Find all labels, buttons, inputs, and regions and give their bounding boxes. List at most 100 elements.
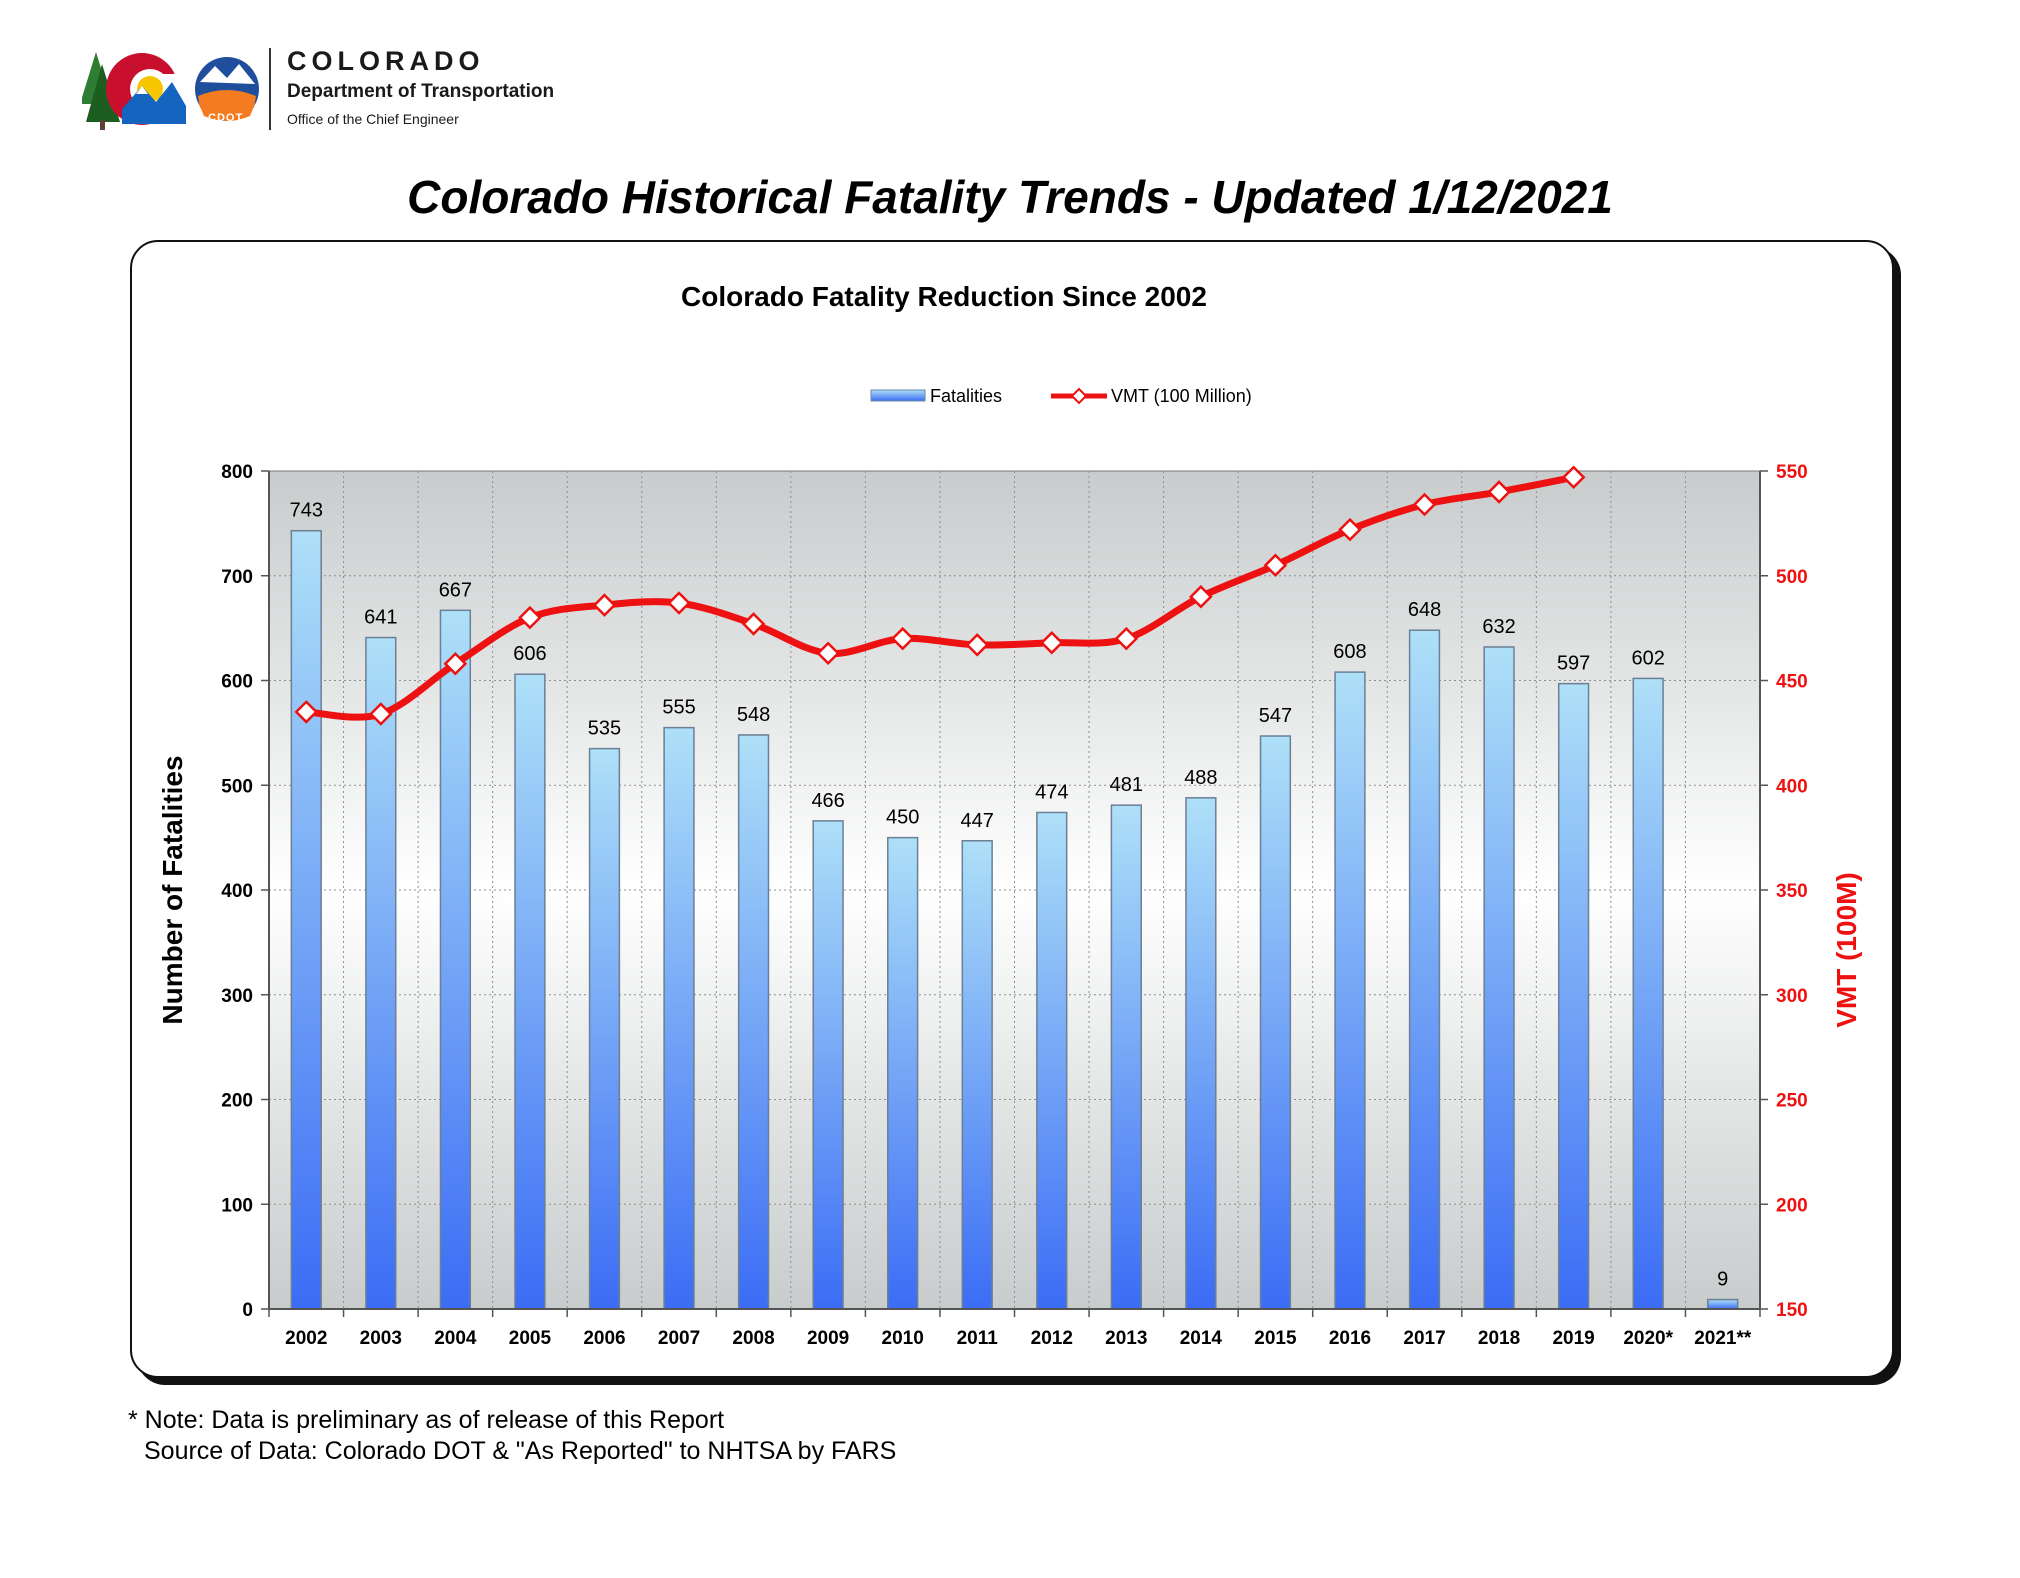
cdot-logo: CDOT COLORADO Department of Transportati… bbox=[82, 44, 602, 134]
x-tick-label: 2021** bbox=[1694, 1328, 1752, 1349]
org-office-name: Office of the Chief Engineer bbox=[287, 111, 459, 127]
y2-tick-label: 350 bbox=[1776, 881, 1808, 902]
bar-fatalities-2018 bbox=[1483, 646, 1515, 1310]
vmt-marker-2007 bbox=[667, 591, 691, 615]
colorado-flag-logo-icon bbox=[82, 52, 259, 130]
y-tick-label: 500 bbox=[221, 776, 253, 797]
vmt-marker-2014 bbox=[1189, 584, 1213, 609]
bar-fatalities-2002 bbox=[290, 529, 322, 1310]
legend-vmt-marker bbox=[1070, 387, 1088, 405]
bar-fatalities-2017 bbox=[1408, 629, 1441, 1310]
y2-tick-label: 500 bbox=[1776, 567, 1808, 588]
y-tick-label: 100 bbox=[221, 1195, 253, 1216]
bar-value-label: 481 bbox=[1110, 774, 1143, 796]
y2-tick-label: 450 bbox=[1776, 672, 1808, 693]
bar-value-label: 606 bbox=[513, 643, 546, 665]
vmt-marker-2008 bbox=[741, 612, 766, 636]
chart-title: Colorado Fatality Reduction Since 2002 bbox=[681, 281, 1207, 312]
x-tick-label: 2018 bbox=[1478, 1328, 1520, 1349]
x-tick-label: 2010 bbox=[882, 1328, 924, 1349]
x-tick-label: 2009 bbox=[807, 1328, 849, 1349]
bar-fatalities-2004 bbox=[439, 609, 472, 1310]
org-state-name: COLORADO bbox=[287, 46, 485, 76]
x-tick-label: 2007 bbox=[658, 1328, 700, 1349]
legend-fatalities-label: Fatalities bbox=[930, 386, 1002, 406]
tick-labels: 0 100 200 300 400 500 600 700 800 150 200 250 300 350… bbox=[221, 462, 1807, 1349]
bar-value-label: 535 bbox=[588, 718, 621, 740]
bar-fatalities-2015 bbox=[1259, 735, 1292, 1310]
bar-value-label: 548 bbox=[737, 704, 770, 726]
page-title: Colorado Historical Fatality Trends - Up… bbox=[407, 171, 1613, 223]
y-tick-label: 400 bbox=[221, 881, 253, 902]
bar-value-label: 632 bbox=[1482, 616, 1515, 638]
bar-fatalities-2021** bbox=[1707, 1298, 1739, 1310]
x-tick-label: 2014 bbox=[1180, 1328, 1223, 1349]
vmt-marker-2010 bbox=[890, 626, 915, 651]
bar-fatalities-2005 bbox=[514, 673, 546, 1310]
y2-tick-label: 250 bbox=[1776, 1091, 1808, 1112]
y2-tick-label: 150 bbox=[1776, 1300, 1808, 1321]
y-tick-label: 600 bbox=[221, 672, 253, 693]
bar-fatalities-2008 bbox=[737, 734, 770, 1310]
preliminary-note: * Note: Data is preliminary as of releas… bbox=[128, 1406, 725, 1434]
bar-fatalities-2019 bbox=[1557, 682, 1590, 1310]
vmt-marker-2011 bbox=[965, 633, 989, 657]
vmt-marker-2004 bbox=[443, 651, 468, 676]
x-tick-label: 2013 bbox=[1105, 1328, 1147, 1349]
legend-fatalities-swatch bbox=[870, 389, 926, 402]
bar-fatalities-2012 bbox=[1036, 811, 1068, 1310]
vmt-marker-2019 bbox=[1561, 465, 1586, 490]
x-tick-label: 2020* bbox=[1623, 1328, 1673, 1349]
y2-tick-label: 300 bbox=[1776, 986, 1808, 1007]
gridlines bbox=[269, 471, 1760, 1309]
y-tick-label: 200 bbox=[221, 1091, 253, 1112]
legend-vmt-label: VMT (100 Million) bbox=[1111, 386, 1252, 406]
vmt-marker-2006 bbox=[592, 593, 617, 617]
y2-tick-label: 550 bbox=[1776, 462, 1808, 483]
vmt-line bbox=[294, 465, 1586, 726]
bar-value-label: 602 bbox=[1631, 647, 1664, 669]
logo-divider bbox=[269, 48, 271, 130]
bar-value-label: 474 bbox=[1035, 781, 1068, 803]
cdot-badge-text: CDOT bbox=[208, 112, 244, 124]
bar-fatalities-2013 bbox=[1110, 804, 1142, 1310]
bar-value-label: 450 bbox=[886, 807, 919, 829]
y-tick-label: 800 bbox=[221, 462, 253, 483]
bar-fatalities-2007 bbox=[663, 726, 695, 1310]
bar-value-label: 547 bbox=[1259, 705, 1292, 727]
vmt-marker-2002 bbox=[294, 700, 319, 724]
bar-fatalities-2014 bbox=[1185, 797, 1217, 1310]
y-tick-label: 0 bbox=[242, 1300, 253, 1321]
bar-value-label: 667 bbox=[439, 579, 472, 601]
x-tick-label: 2017 bbox=[1403, 1328, 1445, 1349]
x-tick-label: 2003 bbox=[360, 1328, 402, 1349]
x-tick-label: 2019 bbox=[1552, 1328, 1594, 1349]
vmt-marker-2003 bbox=[369, 702, 393, 726]
x-tick-label: 2016 bbox=[1329, 1328, 1371, 1349]
vmt-marker-2018 bbox=[1487, 480, 1511, 504]
chart-legend: Fatalities VMT (100 Million) bbox=[870, 386, 1252, 406]
bar-value-label: 488 bbox=[1184, 767, 1217, 789]
vmt-marker-2009 bbox=[816, 641, 840, 666]
vmt-marker-2012 bbox=[1040, 631, 1064, 655]
vmt-marker-2016 bbox=[1338, 517, 1362, 542]
org-department-name: Department of Transportation bbox=[287, 81, 555, 102]
data-source-note: Source of Data: Colorado DOT & "As Repor… bbox=[144, 1437, 897, 1465]
bar-value-label: 641 bbox=[364, 607, 397, 629]
x-tick-label: 2012 bbox=[1031, 1328, 1073, 1349]
bar-value-label: 9 bbox=[1717, 1269, 1728, 1291]
vmt-marker-2017 bbox=[1412, 492, 1437, 517]
bar-value-label: 447 bbox=[961, 810, 994, 832]
bar-value-label: 608 bbox=[1333, 641, 1366, 663]
y-axis-title: Number of Fatalities bbox=[157, 755, 188, 1024]
bar-fatalities-2006 bbox=[588, 747, 621, 1310]
x-tick-label: 2008 bbox=[732, 1328, 774, 1349]
vmt-marker-2005 bbox=[518, 605, 542, 630]
bar-labels: 743 641 667 606 535 555 548 466 450 447 474 481 488 5… bbox=[290, 500, 1729, 1291]
bar-fatalities-2003 bbox=[365, 636, 397, 1310]
axes bbox=[261, 470, 1768, 1317]
x-tick-label: 2002 bbox=[285, 1328, 327, 1349]
y2-axis-title: VMT (100M) bbox=[1831, 872, 1862, 1028]
vmt-marker-2013 bbox=[1114, 626, 1139, 651]
